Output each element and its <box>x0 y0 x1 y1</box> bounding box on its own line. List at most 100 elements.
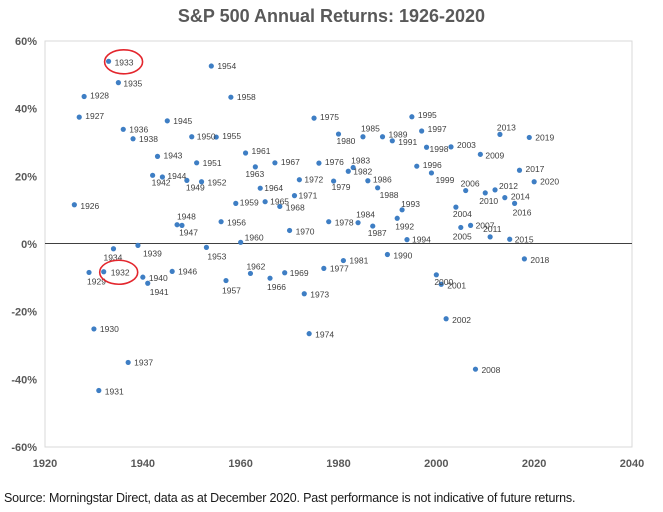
data-point <box>169 268 175 275</box>
point-label: 2015 <box>515 234 534 244</box>
data-point <box>252 164 258 170</box>
x-tick-label: 1980 <box>326 458 350 470</box>
data-point <box>419 128 425 134</box>
point-label: 1950 <box>197 132 216 142</box>
point-label: 1970 <box>296 226 315 236</box>
data-point <box>389 138 395 144</box>
data-points <box>71 58 537 394</box>
data-point <box>438 281 444 287</box>
x-tick-label: 2020 <box>522 458 546 470</box>
data-point <box>531 179 537 185</box>
point-label: 1994 <box>412 235 431 245</box>
data-point <box>135 242 141 248</box>
data-point <box>125 359 131 366</box>
y-tick-label: 60% <box>15 36 37 48</box>
data-point <box>194 160 200 166</box>
point-label: 1939 <box>143 248 162 258</box>
data-point <box>458 224 464 231</box>
data-point <box>428 170 435 176</box>
point-label: 2014 <box>511 192 530 202</box>
point-label: 1962 <box>246 261 265 271</box>
data-point <box>306 331 312 337</box>
highlight-circles <box>98 48 144 286</box>
data-point <box>526 134 532 141</box>
data-point <box>81 93 87 100</box>
data-point <box>399 207 405 213</box>
point-label: 1963 <box>245 169 264 179</box>
data-point <box>228 94 234 100</box>
y-tick-label: 20% <box>15 171 37 183</box>
data-point <box>262 199 268 205</box>
point-label: 2000 <box>434 277 453 287</box>
data-point <box>130 136 136 142</box>
point-label: 2007 <box>476 220 495 230</box>
data-point <box>198 179 205 185</box>
point-label: 1931 <box>105 386 124 396</box>
data-point <box>184 177 190 183</box>
data-point <box>120 126 126 132</box>
data-point <box>335 131 342 137</box>
data-point <box>115 80 121 86</box>
data-point <box>487 234 493 240</box>
point-label: 2013 <box>497 122 516 132</box>
data-point <box>282 270 288 276</box>
point-label: 1967 <box>281 157 300 167</box>
data-point <box>404 237 410 243</box>
point-label: 1992 <box>395 221 414 231</box>
data-point <box>433 272 439 278</box>
point-label: 1956 <box>227 218 246 228</box>
point-label: 1965 <box>270 197 289 207</box>
point-label: 1969 <box>290 268 309 278</box>
point-label: 1972 <box>304 175 323 185</box>
data-point <box>154 153 161 159</box>
data-point <box>467 222 474 228</box>
point-label: 1935 <box>123 79 142 89</box>
point-label: 2017 <box>525 164 544 174</box>
point-label: 1951 <box>203 158 222 168</box>
data-point <box>101 269 107 275</box>
point-label: 1975 <box>320 112 339 122</box>
data-point <box>238 239 244 245</box>
point-label: 1926 <box>80 201 99 211</box>
point-label: 1993 <box>401 199 420 209</box>
point-label: 1937 <box>134 357 153 367</box>
point-label: 1983 <box>351 156 370 166</box>
y-tick-label: 40% <box>15 104 37 116</box>
point-label: 1980 <box>337 136 356 146</box>
point-label: 1982 <box>353 166 372 176</box>
data-point <box>311 115 317 121</box>
point-label: 2006 <box>461 179 480 189</box>
point-label: 1945 <box>173 116 192 126</box>
point-label: 2018 <box>530 255 549 265</box>
data-point <box>247 270 254 277</box>
data-point <box>71 202 77 208</box>
point-label: 1966 <box>267 282 286 292</box>
point-label: 1932 <box>111 268 130 278</box>
data-point <box>189 134 195 140</box>
data-point <box>453 204 459 210</box>
data-point <box>482 190 488 196</box>
point-label: 1941 <box>150 287 169 297</box>
point-label: 1949 <box>186 182 205 192</box>
y-tick-label: -60% <box>11 442 37 454</box>
point-label: 2001 <box>447 280 466 290</box>
data-point <box>267 275 273 281</box>
data-point <box>174 222 180 228</box>
point-label: 1957 <box>222 286 241 296</box>
point-label: 1986 <box>373 175 392 185</box>
y-tick-label: -20% <box>11 307 37 319</box>
point-label: 1934 <box>103 253 122 263</box>
highlight-ellipse <box>103 48 144 75</box>
point-label: 1936 <box>129 124 148 134</box>
point-label: 1964 <box>264 183 283 193</box>
data-point <box>443 316 449 322</box>
x-tick-label: 2040 <box>620 458 644 470</box>
data-point <box>272 160 278 166</box>
point-label: 1933 <box>115 57 134 67</box>
point-label: 1927 <box>85 111 104 121</box>
data-point <box>423 144 430 150</box>
data-point <box>96 387 102 394</box>
data-point <box>370 223 376 229</box>
point-label: 1944 <box>167 171 186 181</box>
point-label: 1948 <box>177 211 196 221</box>
